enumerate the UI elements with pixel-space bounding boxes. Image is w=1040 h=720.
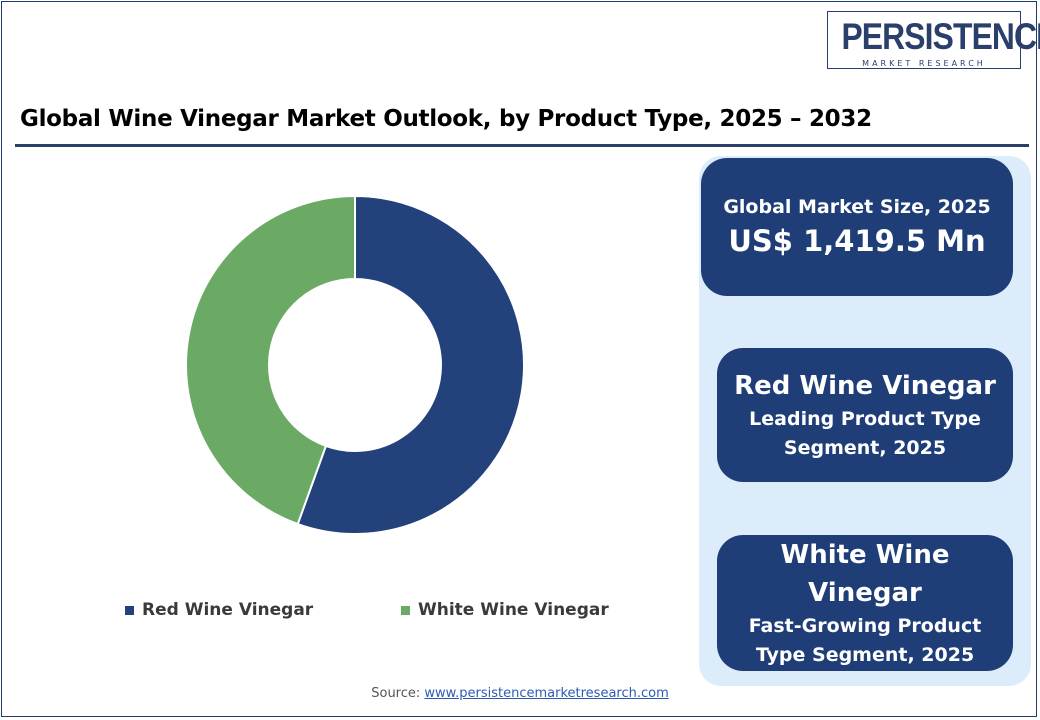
persistence-logo: PERSISTENCE MARKET RESEARCH <box>827 11 1040 69</box>
logo-name: PERSISTENCE <box>841 16 1040 57</box>
leading-segment-card: Red Wine Vinegar Leading Product Type Se… <box>717 348 1013 482</box>
leading-segment-desc-1: Leading Product Type <box>749 408 981 430</box>
market-size-card: Global Market Size, 2025 US$ 1,419.5 Mn <box>701 158 1013 296</box>
source-note: Source: www.persistencemarketresearch.co… <box>0 686 1040 701</box>
market-size-label: Global Market Size, 2025 <box>723 196 991 218</box>
title-divider <box>15 144 1029 147</box>
legend-item-red-wine-vinegar: Red Wine Vinegar <box>125 600 313 620</box>
fast-growing-name-2: Vinegar <box>808 578 922 608</box>
legend-swatch-red <box>125 605 134 615</box>
logo-tagline: MARKET RESEARCH <box>862 59 986 68</box>
slice-white-wine-vinegar <box>185 194 356 526</box>
fast-growing-desc-2: Type Segment, 2025 <box>755 644 975 666</box>
legend-item-white-wine-vinegar: White Wine Vinegar <box>401 600 609 620</box>
market-size-value: US$ 1,419.5 Mn <box>728 224 986 258</box>
legend-swatch-white <box>401 605 410 615</box>
source-link[interactable]: www.persistencemarketresearch.com <box>424 686 669 701</box>
chart-title: Global Wine Vinegar Market Outlook, by P… <box>20 106 872 132</box>
leading-segment-desc-2: Segment, 2025 <box>783 437 947 459</box>
slice-red-wine-vinegar <box>296 194 525 535</box>
leading-segment-name: Red Wine Vinegar <box>734 371 996 401</box>
fast-growing-segment-card: White Wine Vinegar Fast-Growing Product … <box>717 535 1013 671</box>
fast-growing-desc-1: Fast-Growing Product <box>748 615 982 637</box>
source-label: Source: <box>371 686 425 701</box>
donut-chart <box>185 194 525 535</box>
legend-label-white: White Wine Vinegar <box>418 600 609 620</box>
legend-label-red: Red Wine Vinegar <box>142 600 314 620</box>
fast-growing-name-1: White Wine <box>780 540 950 570</box>
